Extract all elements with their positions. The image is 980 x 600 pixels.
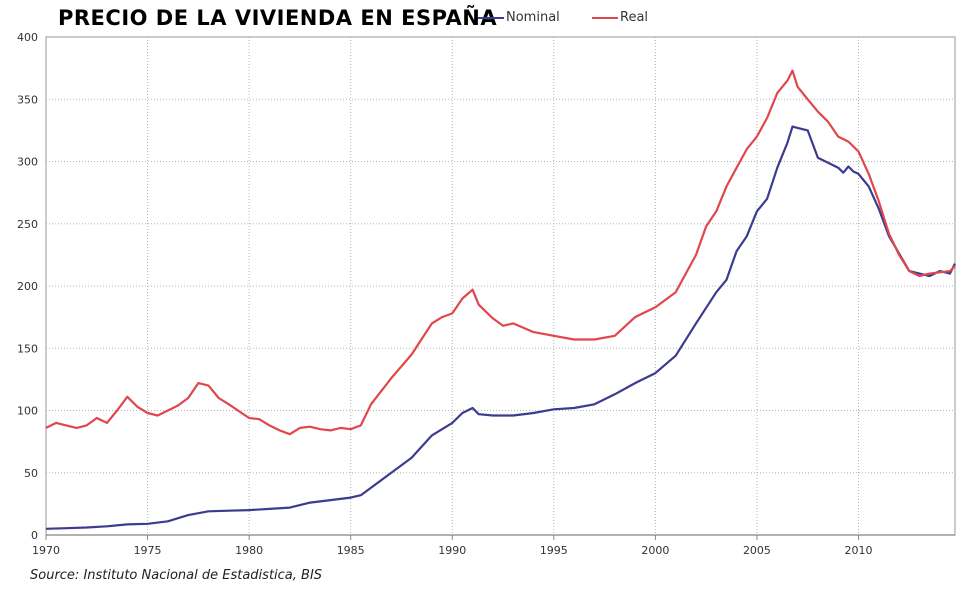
y-tick-label-0: 0 (31, 529, 38, 542)
y-tick-label-300: 300 (17, 156, 38, 169)
x-tick-label-2005: 2005 (743, 544, 771, 557)
series-line-real (45, 69, 956, 436)
x-tick-label-2000: 2000 (641, 544, 669, 557)
y-tick-label-150: 150 (17, 342, 38, 355)
y-tick-label-200: 200 (17, 280, 38, 293)
x-tick-label-2010: 2010 (845, 544, 873, 557)
x-tick-label-1980: 1980 (235, 544, 263, 557)
y-tick-label-100: 100 (17, 405, 38, 418)
y-tick-label-50: 50 (24, 467, 38, 480)
legend-label-real: Real (620, 10, 649, 25)
series-line-nominal (45, 125, 956, 530)
x-tick-label-1990: 1990 (438, 544, 466, 557)
y-tick-label-350: 350 (17, 93, 38, 106)
x-tick-label-1975: 1975 (134, 544, 162, 557)
x-tick-label-1985: 1985 (337, 544, 365, 557)
legend-label-nominal: Nominal (506, 10, 560, 25)
legend-item-nominal: Nominal (478, 10, 560, 25)
legend-swatch-nominal (478, 16, 504, 19)
legend-item-real: Real (592, 10, 648, 25)
legend-swatch-real (592, 16, 618, 19)
chart-title: PRECIO DE LA VIVIENDA EN ESPAÑA (58, 6, 498, 30)
x-tick-label-1995: 1995 (540, 544, 568, 557)
y-tick-label-400: 400 (17, 31, 38, 44)
x-tick-label-1970: 1970 (32, 544, 60, 557)
y-tick-label-250: 250 (17, 218, 38, 231)
source-note: Source: Instituto Nacional de Estadistic… (30, 568, 323, 583)
